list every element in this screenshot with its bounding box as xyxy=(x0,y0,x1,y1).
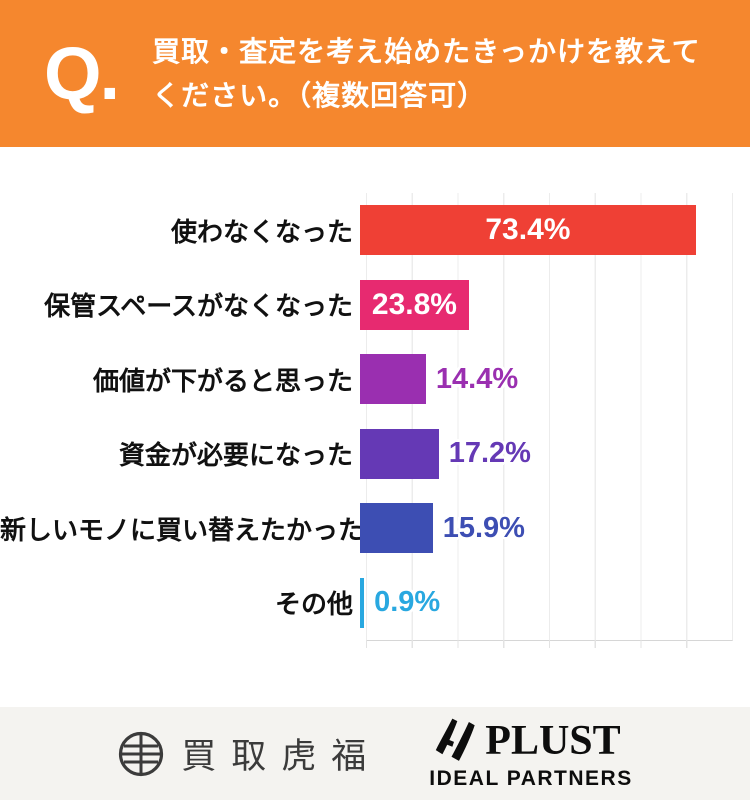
question-line-1: 買取・査定を考え始めたきっかけを教えて xyxy=(152,36,701,68)
plot-gridlines xyxy=(366,193,733,648)
category-label: 新しいモノに買い替えたかった xyxy=(0,514,365,545)
chart-row: 価値が下がると思った 14.4% xyxy=(0,342,750,417)
footer: 買取虎福 PLUST IDEAL PARTNERS xyxy=(0,707,750,800)
value-label: 0.9% xyxy=(374,586,441,619)
question-header: Q. 買取・査定を考え始めたきっかけを教えて ください。（複数回答可） xyxy=(0,0,750,147)
value-label: 17.2% xyxy=(448,437,531,470)
plust-logo: PLUST IDEAL PARTNERS xyxy=(429,717,632,791)
brush-stroke-icon xyxy=(436,718,475,761)
plust-name: PLUST xyxy=(485,717,621,764)
bar-track: 0.9% xyxy=(360,577,726,628)
bar-chart: 使わなくなった 73.4% 保管スペースがなくなった 23.8% 価値が下がると思った 1… xyxy=(0,193,750,648)
bar: 23.8% xyxy=(360,279,469,330)
chart-row: その他 0.9% xyxy=(0,566,750,641)
kaitori-torafuku-logo: 買取虎福 xyxy=(117,728,381,779)
question-text: 買取・査定を考え始めたきっかけを教えて ください。（複数回答可） xyxy=(152,30,700,117)
category-label: 使わなくなった xyxy=(170,216,353,247)
category-label: 保管スペースがなくなった xyxy=(44,291,353,322)
bar xyxy=(360,503,433,554)
bar-track: 14.4% xyxy=(360,354,726,405)
bar-track: 17.2% xyxy=(360,428,726,479)
category-label: 資金が必要になった xyxy=(118,440,353,471)
bar xyxy=(360,577,365,628)
bar-rows: 使わなくなった 73.4% 保管スペースがなくなった 23.8% 価値が下がると思った 1… xyxy=(0,193,750,640)
bar xyxy=(360,354,426,405)
bar-track: 23.8% xyxy=(360,279,726,330)
value-label: 14.4% xyxy=(435,362,519,395)
chart-row: 使わなくなった 73.4% xyxy=(0,193,750,268)
value-label: 73.4% xyxy=(485,213,571,247)
q-mark: Q. xyxy=(44,31,120,115)
question-line-2: ください。（複数回答可） xyxy=(152,79,487,111)
value-label: 23.8% xyxy=(371,287,457,321)
chart-row: 新しいモノに買い替えたかった 15.9% xyxy=(0,491,750,566)
category-label: 価値が下がると思った xyxy=(92,365,353,396)
bar: 73.4% xyxy=(360,205,696,256)
coin-icon xyxy=(119,731,164,776)
kaitori-torafuku-text: 買取虎福 xyxy=(181,737,382,776)
bar-track: 73.4% xyxy=(360,205,726,256)
category-label: その他 xyxy=(274,589,353,620)
plust-subtitle: IDEAL PARTNERS xyxy=(429,766,633,790)
bar xyxy=(360,428,439,479)
value-label: 15.9% xyxy=(442,511,525,544)
chart-row: 保管スペースがなくなった 23.8% xyxy=(0,268,750,343)
chart-row: 資金が必要になった 17.2% xyxy=(0,417,750,492)
bar-track: 15.9% xyxy=(360,503,726,554)
